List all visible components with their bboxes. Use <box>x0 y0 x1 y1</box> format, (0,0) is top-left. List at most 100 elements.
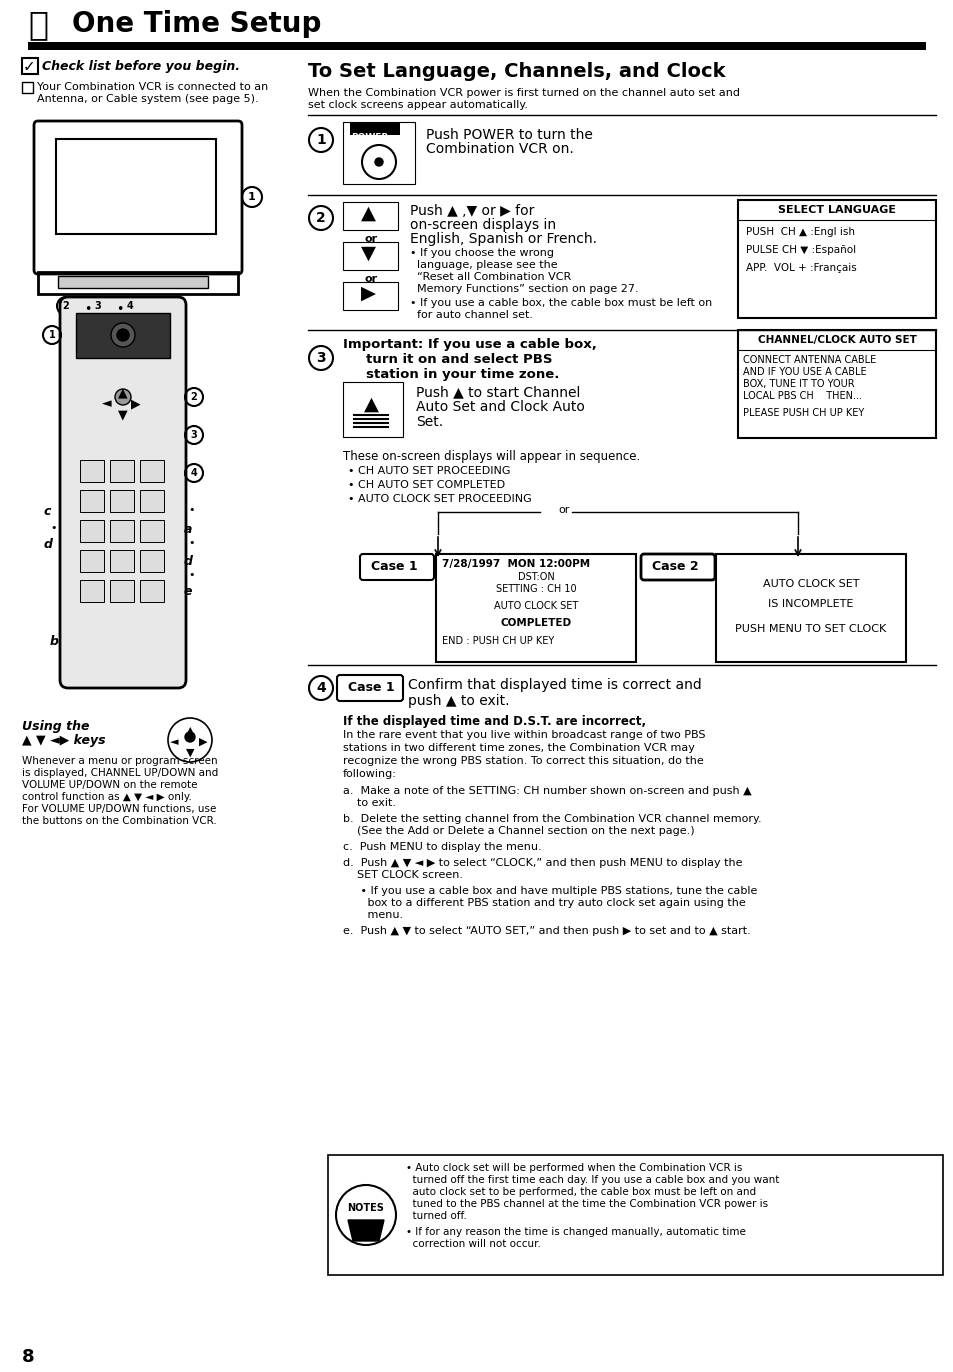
Text: Auto Set and Clock Auto: Auto Set and Clock Auto <box>416 401 584 414</box>
Text: turned off.: turned off. <box>406 1211 466 1221</box>
Bar <box>716 554 905 663</box>
Text: PLEASE PUSH CH UP KEY: PLEASE PUSH CH UP KEY <box>742 407 863 418</box>
Text: to exit.: to exit. <box>343 799 395 808</box>
Text: Your Combination VCR is connected to an: Your Combination VCR is connected to an <box>37 82 268 92</box>
Text: ▲: ▲ <box>186 726 194 735</box>
Bar <box>343 381 402 438</box>
Text: LOCAL PBS CH    THEN...: LOCAL PBS CH THEN... <box>742 391 862 401</box>
Text: Check list before you begin.: Check list before you begin. <box>42 60 240 73</box>
Text: END : PUSH CH UP KEY: END : PUSH CH UP KEY <box>441 637 554 646</box>
Text: ◄: ◄ <box>102 397 112 410</box>
Bar <box>140 520 164 542</box>
Circle shape <box>111 322 135 347</box>
Bar <box>343 241 397 270</box>
Bar <box>38 272 237 294</box>
Text: ▼: ▼ <box>360 244 375 263</box>
Text: DST:ON: DST:ON <box>517 572 554 582</box>
Text: POWER: POWER <box>351 133 388 141</box>
Text: turn it on and select PBS: turn it on and select PBS <box>343 353 552 366</box>
Text: In the rare event that you live within broadcast range of two PBS: In the rare event that you live within b… <box>343 730 705 740</box>
Circle shape <box>375 158 382 166</box>
Text: is displayed, CHANNEL UP/DOWN and: is displayed, CHANNEL UP/DOWN and <box>22 768 218 778</box>
Text: These on-screen displays will appear in sequence.: These on-screen displays will appear in … <box>343 450 639 462</box>
Text: CONNECT ANTENNA CABLE: CONNECT ANTENNA CABLE <box>742 355 876 365</box>
Text: ▼: ▼ <box>118 407 128 421</box>
Text: c: c <box>44 505 51 519</box>
Text: ▼: ▼ <box>186 748 194 757</box>
Text: 4: 4 <box>127 300 133 311</box>
Circle shape <box>185 733 194 742</box>
Text: One Time Setup: One Time Setup <box>71 10 321 38</box>
Text: turned off the first time each day. If you use a cable box and you want: turned off the first time each day. If y… <box>406 1174 779 1185</box>
Bar <box>738 331 935 438</box>
Text: 7/28/1997  MON 12:00PM: 7/28/1997 MON 12:00PM <box>441 558 590 569</box>
Text: To Set Language, Channels, and Clock: To Set Language, Channels, and Clock <box>308 62 724 81</box>
Text: “Reset all Combination VCR: “Reset all Combination VCR <box>410 272 571 283</box>
Bar <box>738 200 935 318</box>
Text: Set.: Set. <box>416 414 442 429</box>
Text: For VOLUME UP/DOWN functions, use: For VOLUME UP/DOWN functions, use <box>22 804 216 814</box>
Text: stations in two different time zones, the Combination VCR may: stations in two different time zones, th… <box>343 744 694 753</box>
Text: Confirm that displayed time is correct and: Confirm that displayed time is correct a… <box>408 678 701 691</box>
Text: • Auto clock set will be performed when the Combination VCR is: • Auto clock set will be performed when … <box>406 1163 741 1173</box>
Bar <box>328 1155 942 1275</box>
Text: d.  Push ▲ ▼ ◄ ▶ to select “CLOCK,” and then push MENU to display the: d. Push ▲ ▼ ◄ ▶ to select “CLOCK,” and t… <box>343 858 741 868</box>
Text: • If for any reason the time is changed manually, automatic time: • If for any reason the time is changed … <box>406 1227 745 1238</box>
Text: push ▲ to exit.: push ▲ to exit. <box>408 694 509 708</box>
Text: Using the: Using the <box>22 720 90 733</box>
Bar <box>140 460 164 482</box>
Bar <box>343 202 397 230</box>
Bar <box>110 460 133 482</box>
Bar <box>110 490 133 512</box>
Text: following:: following: <box>343 768 396 779</box>
Text: AUTO CLOCK SET: AUTO CLOCK SET <box>494 601 578 611</box>
Text: BOX, TUNE IT TO YOUR: BOX, TUNE IT TO YOUR <box>742 379 854 390</box>
Text: NOTES: NOTES <box>347 1203 384 1213</box>
Text: e: e <box>184 584 193 598</box>
Text: correction will not occur.: correction will not occur. <box>406 1239 540 1249</box>
Bar <box>28 43 925 49</box>
Text: c.  Push MENU to display the menu.: c. Push MENU to display the menu. <box>343 842 541 852</box>
Bar <box>140 490 164 512</box>
Text: AUTO CLOCK SET: AUTO CLOCK SET <box>762 579 859 589</box>
Text: a.  Make a note of the SETTING: CH number shown on-screen and push ▲: a. Make a note of the SETTING: CH number… <box>343 786 751 796</box>
Bar <box>22 58 38 74</box>
Text: • CH AUTO SET COMPLETED: • CH AUTO SET COMPLETED <box>348 480 504 490</box>
Text: APP.  VOL + :Français: APP. VOL + :Français <box>745 263 856 273</box>
Text: menu.: menu. <box>343 910 403 921</box>
Text: recognize the wrong PBS station. To correct this situation, do the: recognize the wrong PBS station. To corr… <box>343 756 703 766</box>
FancyBboxPatch shape <box>640 554 714 580</box>
Bar <box>110 550 133 572</box>
Text: station in your time zone.: station in your time zone. <box>343 368 558 381</box>
Text: d: d <box>44 538 53 552</box>
Text: • AUTO CLOCK SET PROCEEDING: • AUTO CLOCK SET PROCEEDING <box>348 494 531 504</box>
Text: When the Combination VCR power is first turned on the channel auto set and: When the Combination VCR power is first … <box>308 88 740 97</box>
Text: COMPLETED: COMPLETED <box>500 617 571 628</box>
Text: Push ▲ ,▼ or ▶ for: Push ▲ ,▼ or ▶ for <box>410 204 534 218</box>
Text: PUSH MENU TO SET CLOCK: PUSH MENU TO SET CLOCK <box>735 624 885 634</box>
Text: Whenever a menu or program screen: Whenever a menu or program screen <box>22 756 217 766</box>
Text: d: d <box>184 556 193 568</box>
Bar <box>343 283 397 310</box>
Text: If the displayed time and D.S.T. are incorrect,: If the displayed time and D.S.T. are inc… <box>343 715 645 729</box>
Bar <box>436 554 636 663</box>
Text: • If you use a cable box, the cable box must be left on: • If you use a cable box, the cable box … <box>410 298 712 307</box>
Text: or: or <box>365 274 377 284</box>
Text: b: b <box>50 635 59 648</box>
Text: Case 2: Case 2 <box>651 560 698 573</box>
Text: 2: 2 <box>191 392 197 402</box>
Text: 2: 2 <box>63 300 70 311</box>
Text: • If you use a cable box and have multiple PBS stations, tune the cable: • If you use a cable box and have multip… <box>343 886 757 896</box>
Text: AND IF YOU USE A CABLE: AND IF YOU USE A CABLE <box>742 366 865 377</box>
Bar <box>56 139 215 235</box>
FancyBboxPatch shape <box>60 296 186 687</box>
Bar <box>140 580 164 602</box>
Text: • If you choose the wrong: • If you choose the wrong <box>410 248 554 258</box>
Text: Antenna, or Cable system (see page 5).: Antenna, or Cable system (see page 5). <box>37 95 258 104</box>
Text: PULSE CH ▼ :Español: PULSE CH ▼ :Español <box>745 246 855 255</box>
Text: the buttons on the Combination VCR.: the buttons on the Combination VCR. <box>22 816 216 826</box>
Text: •: • <box>50 523 56 532</box>
Text: •: • <box>84 303 91 316</box>
Text: 4: 4 <box>315 681 326 696</box>
Text: e.  Push ▲ ▼ to select “AUTO SET,” and then push ▶ to set and to ▲ start.: e. Push ▲ ▼ to select “AUTO SET,” and th… <box>343 926 750 936</box>
